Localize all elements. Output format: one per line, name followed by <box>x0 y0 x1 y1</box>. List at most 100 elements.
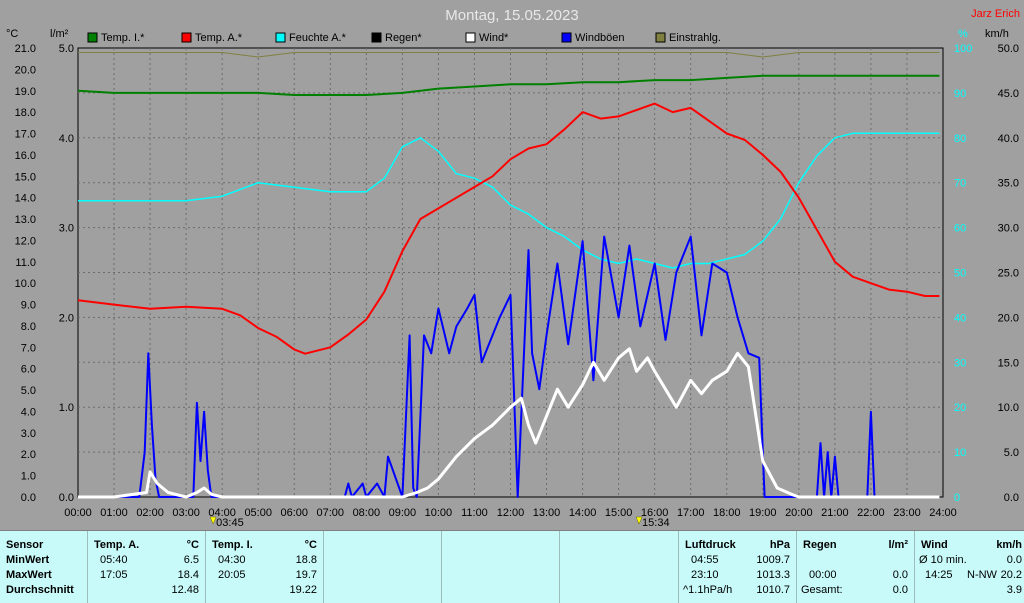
chart-title: Montag, 15.05.2023 <box>445 7 578 24</box>
left-axis: 0.0 1.0 2.0 3.0 4.0 5.0 6.0 7.0 8.0 9.0 10.0 11.0 12… <box>15 43 74 504</box>
time-tick-label: 22:00 <box>857 507 885 519</box>
left-axis-unit-temp: °C <box>6 28 18 40</box>
wind-tick-label: 20.0 <box>998 312 1019 324</box>
temp-tick-label: 17.0 <box>15 129 36 141</box>
pressure-max-time: 23:10 <box>691 569 719 581</box>
wind-max-direction: N-NW <box>967 569 997 581</box>
temp-tick-label: 11.0 <box>15 257 36 269</box>
rain-tick-label: 1.0 <box>59 402 74 414</box>
wind-max-time: 14:25 <box>925 569 953 581</box>
series-line-temp-a <box>77 102 940 355</box>
wind-tick-label: 10.0 <box>998 402 1019 414</box>
time-tick-label: 05:00 <box>244 507 272 519</box>
rain-tick-label: 5.0 <box>59 43 74 55</box>
wind-tick-label: 40.0 <box>998 133 1019 145</box>
wind-max-value: 20.2 <box>1000 569 1022 581</box>
wind-mean-value: 3.9 <box>1006 584 1022 596</box>
legend-label: Einstrahlg. <box>669 32 721 44</box>
rain-unit: l/m² <box>888 539 908 551</box>
humidity-tick-label: 80 <box>954 133 966 145</box>
series-line-einstrahlg <box>78 52 940 58</box>
time-tick-label: 20:00 <box>785 507 813 519</box>
wind-tick-label: 50.0 <box>998 43 1019 55</box>
sunrise-marker-icon <box>209 516 217 525</box>
time-tick-label: 15:00 <box>605 507 633 519</box>
wind-unit: km/h <box>996 539 1022 551</box>
wind-tick-label: 5.0 <box>1004 447 1019 459</box>
legend-swatch <box>181 32 192 43</box>
time-axis: 00:00 01:00 02:00 03:00 04:00 05:00 06:00 07:00… <box>64 507 957 529</box>
legend-swatch <box>87 32 98 43</box>
chart-legend: Temp. I.* Temp. A.* Feuchte A.* Regen* Wind*… <box>87 32 721 44</box>
rain-total-label: Gesamt: <box>801 584 843 596</box>
temp-i-max-value: 19.7 <box>295 569 317 581</box>
right-axis: 0 10 20 30 40 50 60 70 80 90 100 0.0 5.0 10.0 15.0 20.0… <box>954 43 1019 504</box>
sunrise-time-label: 03:45 <box>216 517 244 529</box>
stats-col-temp-i: Temp. I. °C 04:30 18.8 20:05 19.7 19.22 <box>206 531 324 603</box>
legend-label: Windböen <box>575 32 625 44</box>
rain-tick-label: 4.0 <box>59 133 74 145</box>
temp-tick-label: 8.0 <box>21 321 36 333</box>
series-layer <box>77 52 940 499</box>
temp-tick-label: 20.0 <box>15 64 36 76</box>
wind-tick-label: 30.0 <box>998 223 1019 235</box>
time-tick-label: 24:00 <box>929 507 957 519</box>
stats-col-pressure: Luftdruck hPa 04:55 1009.7 23:10 1013.3 … <box>679 531 797 603</box>
wind-tick-label: 0.0 <box>1004 492 1019 504</box>
chart-author: Jarz Erich <box>971 8 1020 20</box>
time-tick-label: 09:00 <box>389 507 417 519</box>
temp-tick-label: 13.0 <box>15 214 36 226</box>
humidity-tick-label: 50 <box>954 268 966 280</box>
rain-header: Regen <box>803 539 837 551</box>
humidity-tick-label: 40 <box>954 312 966 324</box>
temp-tick-label: 10.0 <box>15 278 36 290</box>
pressure-min-time: 04:55 <box>691 554 719 566</box>
wind-tick-label: 45.0 <box>998 88 1019 100</box>
temp-a-unit: °C <box>186 539 199 551</box>
temp-tick-label: 2.0 <box>21 449 36 461</box>
temp-tick-label: 18.0 <box>15 107 36 119</box>
time-tick-label: 17:00 <box>677 507 705 519</box>
legend-label: Temp. A.* <box>195 32 243 44</box>
pressure-trend: ^1.1hPa/h <box>683 584 733 596</box>
temp-i-header: Temp. I. <box>212 539 253 551</box>
time-tick-label: 10:00 <box>425 507 453 519</box>
row-min-label: MinWert <box>6 554 50 566</box>
time-tick-label: 04:00 <box>208 507 236 519</box>
stats-col-empty-2 <box>442 531 560 603</box>
legend-swatch <box>655 32 666 43</box>
temp-i-average: 19.22 <box>289 584 317 596</box>
weather-chart: 0.0 1.0 2.0 3.0 4.0 5.0 6.0 7.0 8.0 9.0 10.0 11.0 12… <box>6 7 1020 529</box>
temp-i-unit: °C <box>304 539 317 551</box>
pressure-min-value: 1009.7 <box>756 554 790 566</box>
humidity-tick-label: 30 <box>954 357 966 369</box>
temp-tick-label: 1.0 <box>21 471 36 483</box>
temp-a-header: Temp. A. <box>94 539 140 551</box>
rain-value: 0.0 <box>892 569 908 581</box>
rain-tick-label: 3.0 <box>59 223 74 235</box>
legend-swatch <box>561 32 572 43</box>
humidity-tick-label: 0 <box>954 492 960 504</box>
temp-tick-label: 19.0 <box>15 86 36 98</box>
stats-col-rain: Regen l/m² 00:00 0.0 Gesamt: 0.0 <box>797 531 915 603</box>
humidity-tick-label: 90 <box>954 88 966 100</box>
pressure-unit: hPa <box>769 539 790 551</box>
legend-label: Regen* <box>385 32 422 44</box>
pressure-max-value: 1013.3 <box>756 569 790 581</box>
time-tick-label: 07:00 <box>317 507 345 519</box>
temp-tick-label: 5.0 <box>21 385 36 397</box>
pressure-average: 1010.7 <box>756 584 790 596</box>
wind-header: Wind <box>921 539 948 551</box>
left-axis-unit-rain: l/m² <box>50 28 69 40</box>
time-tick-label: 23:00 <box>893 507 921 519</box>
time-tick-label: 02:00 <box>136 507 164 519</box>
series-line-temp-i <box>77 74 940 96</box>
legend-label: Temp. I.* <box>101 32 145 44</box>
stats-col-empty-3 <box>560 531 679 603</box>
row-avg-label: Durchschnitt <box>6 584 74 596</box>
legend-label: Feuchte A.* <box>289 32 347 44</box>
time-tick-label: 06:00 <box>280 507 308 519</box>
humidity-tick-label: 20 <box>954 402 966 414</box>
legend-swatch <box>465 32 476 43</box>
temp-tick-label: 14.0 <box>15 193 36 205</box>
